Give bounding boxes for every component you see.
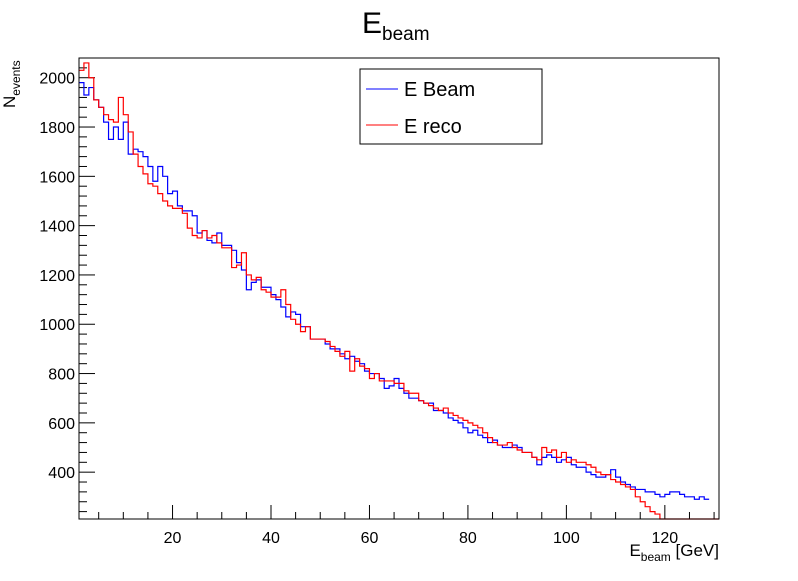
y-tick-label: 1200 [39,268,75,285]
x-axis-label-unit: [GeV] [671,541,719,560]
axis-ticks: 20 40 60 80 100 120 400 600 800 1000 1200 1400 1600 1… [39,67,715,547]
x-tick-label: 20 [164,530,182,547]
y-tick-label: 1600 [39,169,75,186]
legend-box [359,68,543,145]
x-tick-label: 120 [651,530,678,547]
x-tick-label: 100 [553,530,580,547]
chart-title-subscript: beam [382,24,430,45]
y-tick-label: 800 [48,367,75,384]
x-axis-label-main: E [629,541,640,560]
x-axis-label: Ebeam [GeV] [629,541,719,564]
y-tick-label: 600 [48,416,75,433]
x-tick-label: 80 [459,530,477,547]
chart-title-main: E [362,7,382,40]
series-e-reco-line [79,62,719,520]
legend-label-e-beam: E Beam [404,79,475,101]
y-axis-label-subscript: events [9,60,23,95]
x-tick-label: 60 [361,530,379,547]
y-tick-label: 400 [48,465,75,482]
y-axis-label-main: N [0,96,19,108]
plot-frame [78,57,720,520]
series-e-beam-line [79,82,710,500]
y-tick-label: 1400 [39,219,75,236]
y-tick-label: 1000 [39,317,75,334]
chart-title: Ebeam [362,7,430,45]
x-axis-label-subscript: beam [641,550,671,564]
y-tick-label: 2000 [39,71,75,88]
legend: E Beam E reco [359,68,543,145]
y-axis-label: Nevents [0,60,23,108]
series-group [79,62,719,520]
legend-label-e-reco: E reco [404,116,462,138]
x-tick-label: 40 [262,530,280,547]
y-tick-label: 1800 [39,120,75,137]
